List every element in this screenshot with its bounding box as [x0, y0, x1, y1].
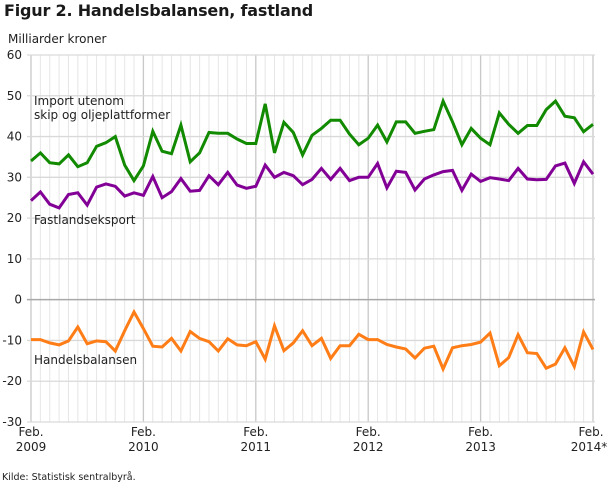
y-tick-label: -30: [2, 415, 22, 429]
y-tick-label: 20: [7, 211, 22, 225]
y-tick-label: -10: [2, 333, 22, 347]
grid: [27, 54, 595, 423]
y-tick-label: 10: [7, 252, 22, 266]
y-tick-label: 50: [7, 89, 22, 103]
y-tick-label: -20: [2, 374, 22, 388]
series-line-balance: [31, 308, 595, 373]
label-import-line1: Import utenom: [34, 94, 124, 108]
x-tick-label-year: 2014*: [571, 440, 608, 454]
x-tick-label-year: 2012: [353, 440, 384, 454]
x-tick-label-year: 2009: [16, 440, 47, 454]
label-import-line2: skip og oljeplattformer: [34, 108, 170, 122]
y-tick-label: 40: [7, 130, 22, 144]
x-tick-label-month: Feb.: [131, 425, 156, 439]
x-tick-label-month: Feb.: [18, 425, 43, 439]
y-tick-label: 60: [7, 48, 22, 62]
x-tick-label-year: 2011: [241, 440, 272, 454]
y-axis-label: Milliarder kroner: [8, 32, 107, 46]
series-line-export: [29, 158, 595, 210]
x-ticks: Feb.2009Feb.2010Feb.2011Feb.2012Feb.2013…: [16, 425, 608, 454]
y-ticks: 60 50 40 30 20 10 0 -10 -20 -30: [2, 48, 22, 429]
x-tick-label-year: 2010: [128, 440, 159, 454]
x-tick-label-month: Feb.: [578, 425, 603, 439]
x-tick-label-month: Feb.: [243, 425, 268, 439]
series-line-import: [30, 96, 594, 184]
x-tick-label-year: 2013: [465, 440, 496, 454]
x-tick-label-month: Feb.: [468, 425, 493, 439]
source-note: Kilde: Statistisk sentralbyrå.: [2, 472, 136, 483]
x-tick-label-month: Feb.: [356, 425, 381, 439]
y-tick-label: 0: [14, 293, 22, 307]
chart-title: Figur 2. Handelsbalansen, fastland: [4, 1, 313, 20]
label-export: Fastlandseksport: [34, 213, 136, 227]
series-lines: [29, 96, 595, 373]
label-balance: Handelsbalansen: [34, 353, 137, 367]
y-tick-label: 30: [7, 170, 22, 184]
